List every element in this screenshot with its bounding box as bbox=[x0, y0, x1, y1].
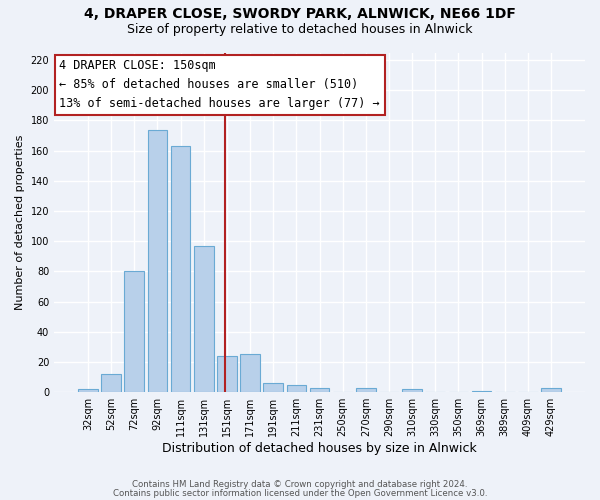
Text: Size of property relative to detached houses in Alnwick: Size of property relative to detached ho… bbox=[127, 22, 473, 36]
Bar bbox=[356, 388, 376, 392]
Bar bbox=[101, 374, 121, 392]
Text: 4, DRAPER CLOSE, SWORDY PARK, ALNWICK, NE66 1DF: 4, DRAPER CLOSE, SWORDY PARK, ALNWICK, N… bbox=[84, 8, 516, 22]
Bar bbox=[124, 272, 144, 392]
Bar bbox=[171, 146, 190, 392]
Bar bbox=[78, 389, 98, 392]
Bar bbox=[541, 388, 561, 392]
Text: 4 DRAPER CLOSE: 150sqm
← 85% of detached houses are smaller (510)
13% of semi-de: 4 DRAPER CLOSE: 150sqm ← 85% of detached… bbox=[59, 60, 380, 110]
Bar bbox=[287, 384, 306, 392]
Bar bbox=[310, 388, 329, 392]
X-axis label: Distribution of detached houses by size in Alnwick: Distribution of detached houses by size … bbox=[162, 442, 477, 455]
Bar bbox=[402, 389, 422, 392]
Bar bbox=[194, 246, 214, 392]
Text: Contains HM Land Registry data © Crown copyright and database right 2024.: Contains HM Land Registry data © Crown c… bbox=[132, 480, 468, 489]
Bar bbox=[217, 356, 237, 392]
Bar bbox=[148, 130, 167, 392]
Bar bbox=[263, 383, 283, 392]
Y-axis label: Number of detached properties: Number of detached properties bbox=[15, 134, 25, 310]
Text: Contains public sector information licensed under the Open Government Licence v3: Contains public sector information licen… bbox=[113, 489, 487, 498]
Bar bbox=[240, 354, 260, 392]
Bar bbox=[472, 390, 491, 392]
